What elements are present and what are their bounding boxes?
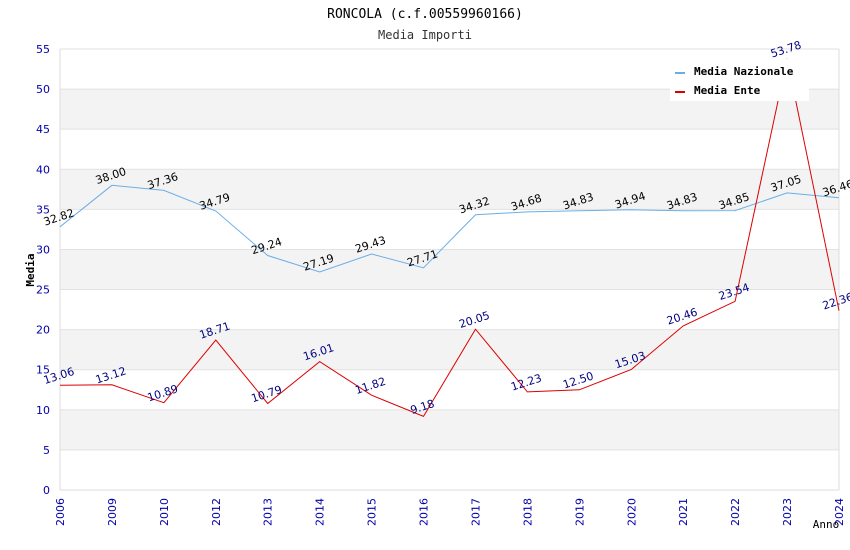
series-line: [59, 184, 840, 273]
x-tick-label: 2010: [158, 498, 171, 526]
x-tick-label: 2006: [54, 498, 67, 526]
y-tick-label: 35: [36, 203, 50, 216]
x-tick-label: 2016: [418, 498, 431, 526]
x-tick-label: 2024: [833, 498, 846, 526]
x-tick-label: 2017: [469, 498, 482, 526]
x-tick-label: 2019: [573, 498, 586, 526]
x-tick-label: 2012: [210, 498, 223, 526]
legend-label: Media Ente: [694, 84, 761, 97]
grid-band: [60, 409, 839, 450]
data-label: 10.89: [146, 382, 180, 404]
x-axis-label: Anno: [813, 518, 840, 531]
x-tick-label: 2018: [521, 498, 534, 526]
x-tick-label: 2013: [262, 498, 275, 526]
y-tick-label: 25: [36, 284, 50, 297]
series-line: [59, 58, 840, 418]
y-tick-label: 30: [36, 243, 50, 256]
x-axis-ticks: 2006 2009 2010 2012 2013 2014 2015 2016 2017 2018…: [54, 498, 846, 526]
x-tick-label: 2009: [106, 498, 119, 526]
x-tick-label: 2022: [729, 498, 742, 526]
data-label: 12.50: [561, 369, 595, 391]
grid-bands: [60, 89, 839, 450]
y-tick-label: 55: [36, 43, 50, 56]
grid-band: [60, 329, 839, 370]
x-tick-label: 2014: [314, 498, 327, 526]
legend-label: Media Nazionale: [694, 65, 794, 78]
grid-band: [60, 249, 839, 290]
y-tick-label: 50: [36, 83, 50, 96]
y-tick-label: 10: [36, 404, 50, 417]
x-tick-label: 2020: [625, 498, 638, 526]
grid-band: [60, 169, 839, 210]
y-tick-label: 20: [36, 324, 50, 337]
y-tick-label: 15: [36, 364, 50, 377]
y-tick-label: 0: [43, 484, 50, 497]
chart-title: RONCOLA (c.f.00559960166): [327, 7, 523, 22]
data-label: 20.46: [665, 306, 699, 328]
chart-subtitle: Media Importi: [378, 28, 472, 42]
data-label: 53.78: [769, 38, 803, 60]
x-tick-label: 2015: [366, 498, 379, 526]
x-tick-label: 2023: [781, 498, 794, 526]
x-tick-label: 2021: [677, 498, 690, 526]
data-label: 20.05: [457, 309, 491, 331]
legend: Media Nazionale Media Ente: [670, 59, 809, 101]
y-axis-ticks: 0 5 10 15 20 25 30 35 40 45 50 55: [36, 43, 50, 497]
grid-lines: [59, 48, 840, 491]
y-tick-label: 40: [36, 163, 50, 176]
y-tick-label: 5: [43, 444, 50, 457]
data-label: 11.82: [354, 375, 388, 397]
legend-background: [670, 59, 809, 101]
y-tick-label: 45: [36, 123, 50, 136]
y-axis-label: Media: [24, 253, 37, 286]
